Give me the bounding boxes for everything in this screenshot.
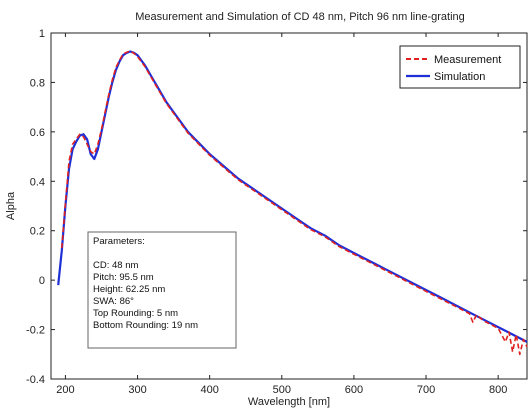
- legend: Measurement Simulation: [399, 45, 521, 89]
- y-tick-label: 0.4: [30, 176, 45, 188]
- chart-title: Measurement and Simulation of CD 48 nm, …: [135, 11, 465, 23]
- parameter-line: Pitch: 95.5 nm: [93, 272, 154, 283]
- y-tick-label: -0.4: [26, 374, 45, 386]
- legend-simulation-label: Simulation: [434, 71, 485, 83]
- tick-layer: 200 300 400 500 600 700 800 -0.4 -0.2 0 0.2 0.4 0.6 0…: [26, 28, 527, 396]
- series-line-measurement: [61, 50, 528, 356]
- parameter-line: CD: 48 nm: [93, 260, 138, 271]
- x-tick-label: 200: [56, 384, 74, 396]
- series-layer: [57, 50, 528, 356]
- parameters-frame: [87, 231, 237, 349]
- y-tick-label: 1: [39, 28, 45, 40]
- x-tick-label: 300: [128, 384, 146, 396]
- y-tick-label: -0.2: [26, 325, 45, 337]
- parameters-heading: Parameters:: [93, 236, 145, 247]
- y-axis-label: Alpha: [5, 191, 17, 220]
- y-tick-label: 0.6: [30, 127, 45, 139]
- parameter-line: SWA: 86°: [93, 296, 134, 307]
- parameter-line: Height: 62.25 nm: [93, 284, 165, 295]
- y-tick-label: 0.2: [30, 226, 45, 238]
- x-tick-label: 400: [200, 384, 218, 396]
- parameter-line: Bottom Rounding: 19 nm: [93, 320, 198, 331]
- x-tick-label: 800: [489, 384, 507, 396]
- y-tick-label: 0: [39, 275, 45, 287]
- parameters-box: Parameters: CD: 48 nm Pitch: 95.5 nm Hei…: [87, 231, 237, 349]
- legend-box: [399, 45, 521, 89]
- x-tick-label: 600: [345, 384, 363, 396]
- y-tick-label: 0.8: [30, 77, 45, 89]
- legend-measurement-label: Measurement: [434, 54, 501, 66]
- parameter-line: Top Rounding: 5 nm: [93, 308, 178, 319]
- x-tick-label: 500: [273, 384, 291, 396]
- x-axis-label: Wavelength [nm]: [248, 396, 330, 408]
- x-tick-label: 700: [417, 384, 435, 396]
